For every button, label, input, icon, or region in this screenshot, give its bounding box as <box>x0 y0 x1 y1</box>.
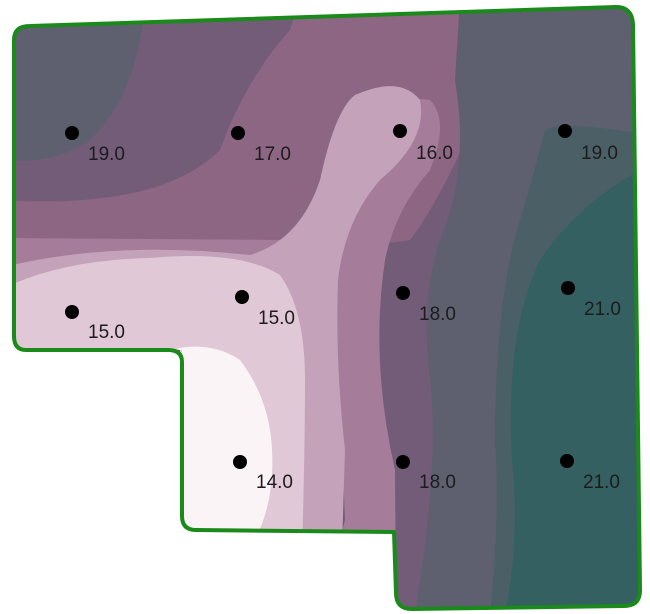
sample-point-label: 17.0 <box>254 144 291 165</box>
contour-band <box>505 165 640 609</box>
sample-point-marker <box>396 286 410 300</box>
field-boundary <box>12 5 642 611</box>
sample-points: 19.0 17.0 16.0 19.0 15.0 15.0 18.0 21.0 <box>65 124 621 493</box>
sample-point-marker <box>235 290 249 304</box>
sample-point-label: 19.0 <box>88 144 125 165</box>
sample-point-label: 15.0 <box>258 308 295 329</box>
sample-point-label: 19.0 <box>581 143 618 164</box>
sample-point-marker <box>231 126 245 140</box>
sample-point-label: 14.0 <box>256 472 293 493</box>
sample-point-label: 21.0 <box>584 299 621 320</box>
sample-point-marker <box>560 454 574 468</box>
sample-point-label: 16.0 <box>416 143 453 164</box>
sample-point[interactable]: 17.0 <box>231 126 291 165</box>
contour-band <box>14 323 180 350</box>
sample-point-label: 15.0 <box>88 322 125 343</box>
sample-point-marker <box>396 455 410 469</box>
sample-point[interactable]: 18.0 <box>396 286 456 325</box>
sample-point-label: 21.0 <box>583 472 620 493</box>
sample-point[interactable]: 14.0 <box>233 455 293 493</box>
contour-band <box>14 7 145 161</box>
sample-point[interactable]: 15.0 <box>235 290 295 329</box>
sample-point-marker <box>65 126 79 140</box>
sample-point[interactable]: 21.0 <box>561 281 621 320</box>
sample-point[interactable]: 18.0 <box>396 455 456 493</box>
sample-point[interactable]: 15.0 <box>65 305 125 343</box>
sample-point[interactable]: 19.0 <box>558 124 618 164</box>
sample-point-marker <box>558 124 572 138</box>
sample-point-marker <box>233 455 247 469</box>
sample-point-marker <box>561 281 575 295</box>
sample-point-label: 18.0 <box>419 304 456 325</box>
sample-point[interactable]: 21.0 <box>560 454 620 493</box>
sample-point[interactable]: 16.0 <box>393 124 453 164</box>
sample-point-marker <box>65 305 79 319</box>
sample-point-marker <box>393 124 407 138</box>
sample-point[interactable]: 19.0 <box>65 126 125 165</box>
sample-point-label: 18.0 <box>419 472 456 493</box>
contour-band <box>170 346 273 540</box>
